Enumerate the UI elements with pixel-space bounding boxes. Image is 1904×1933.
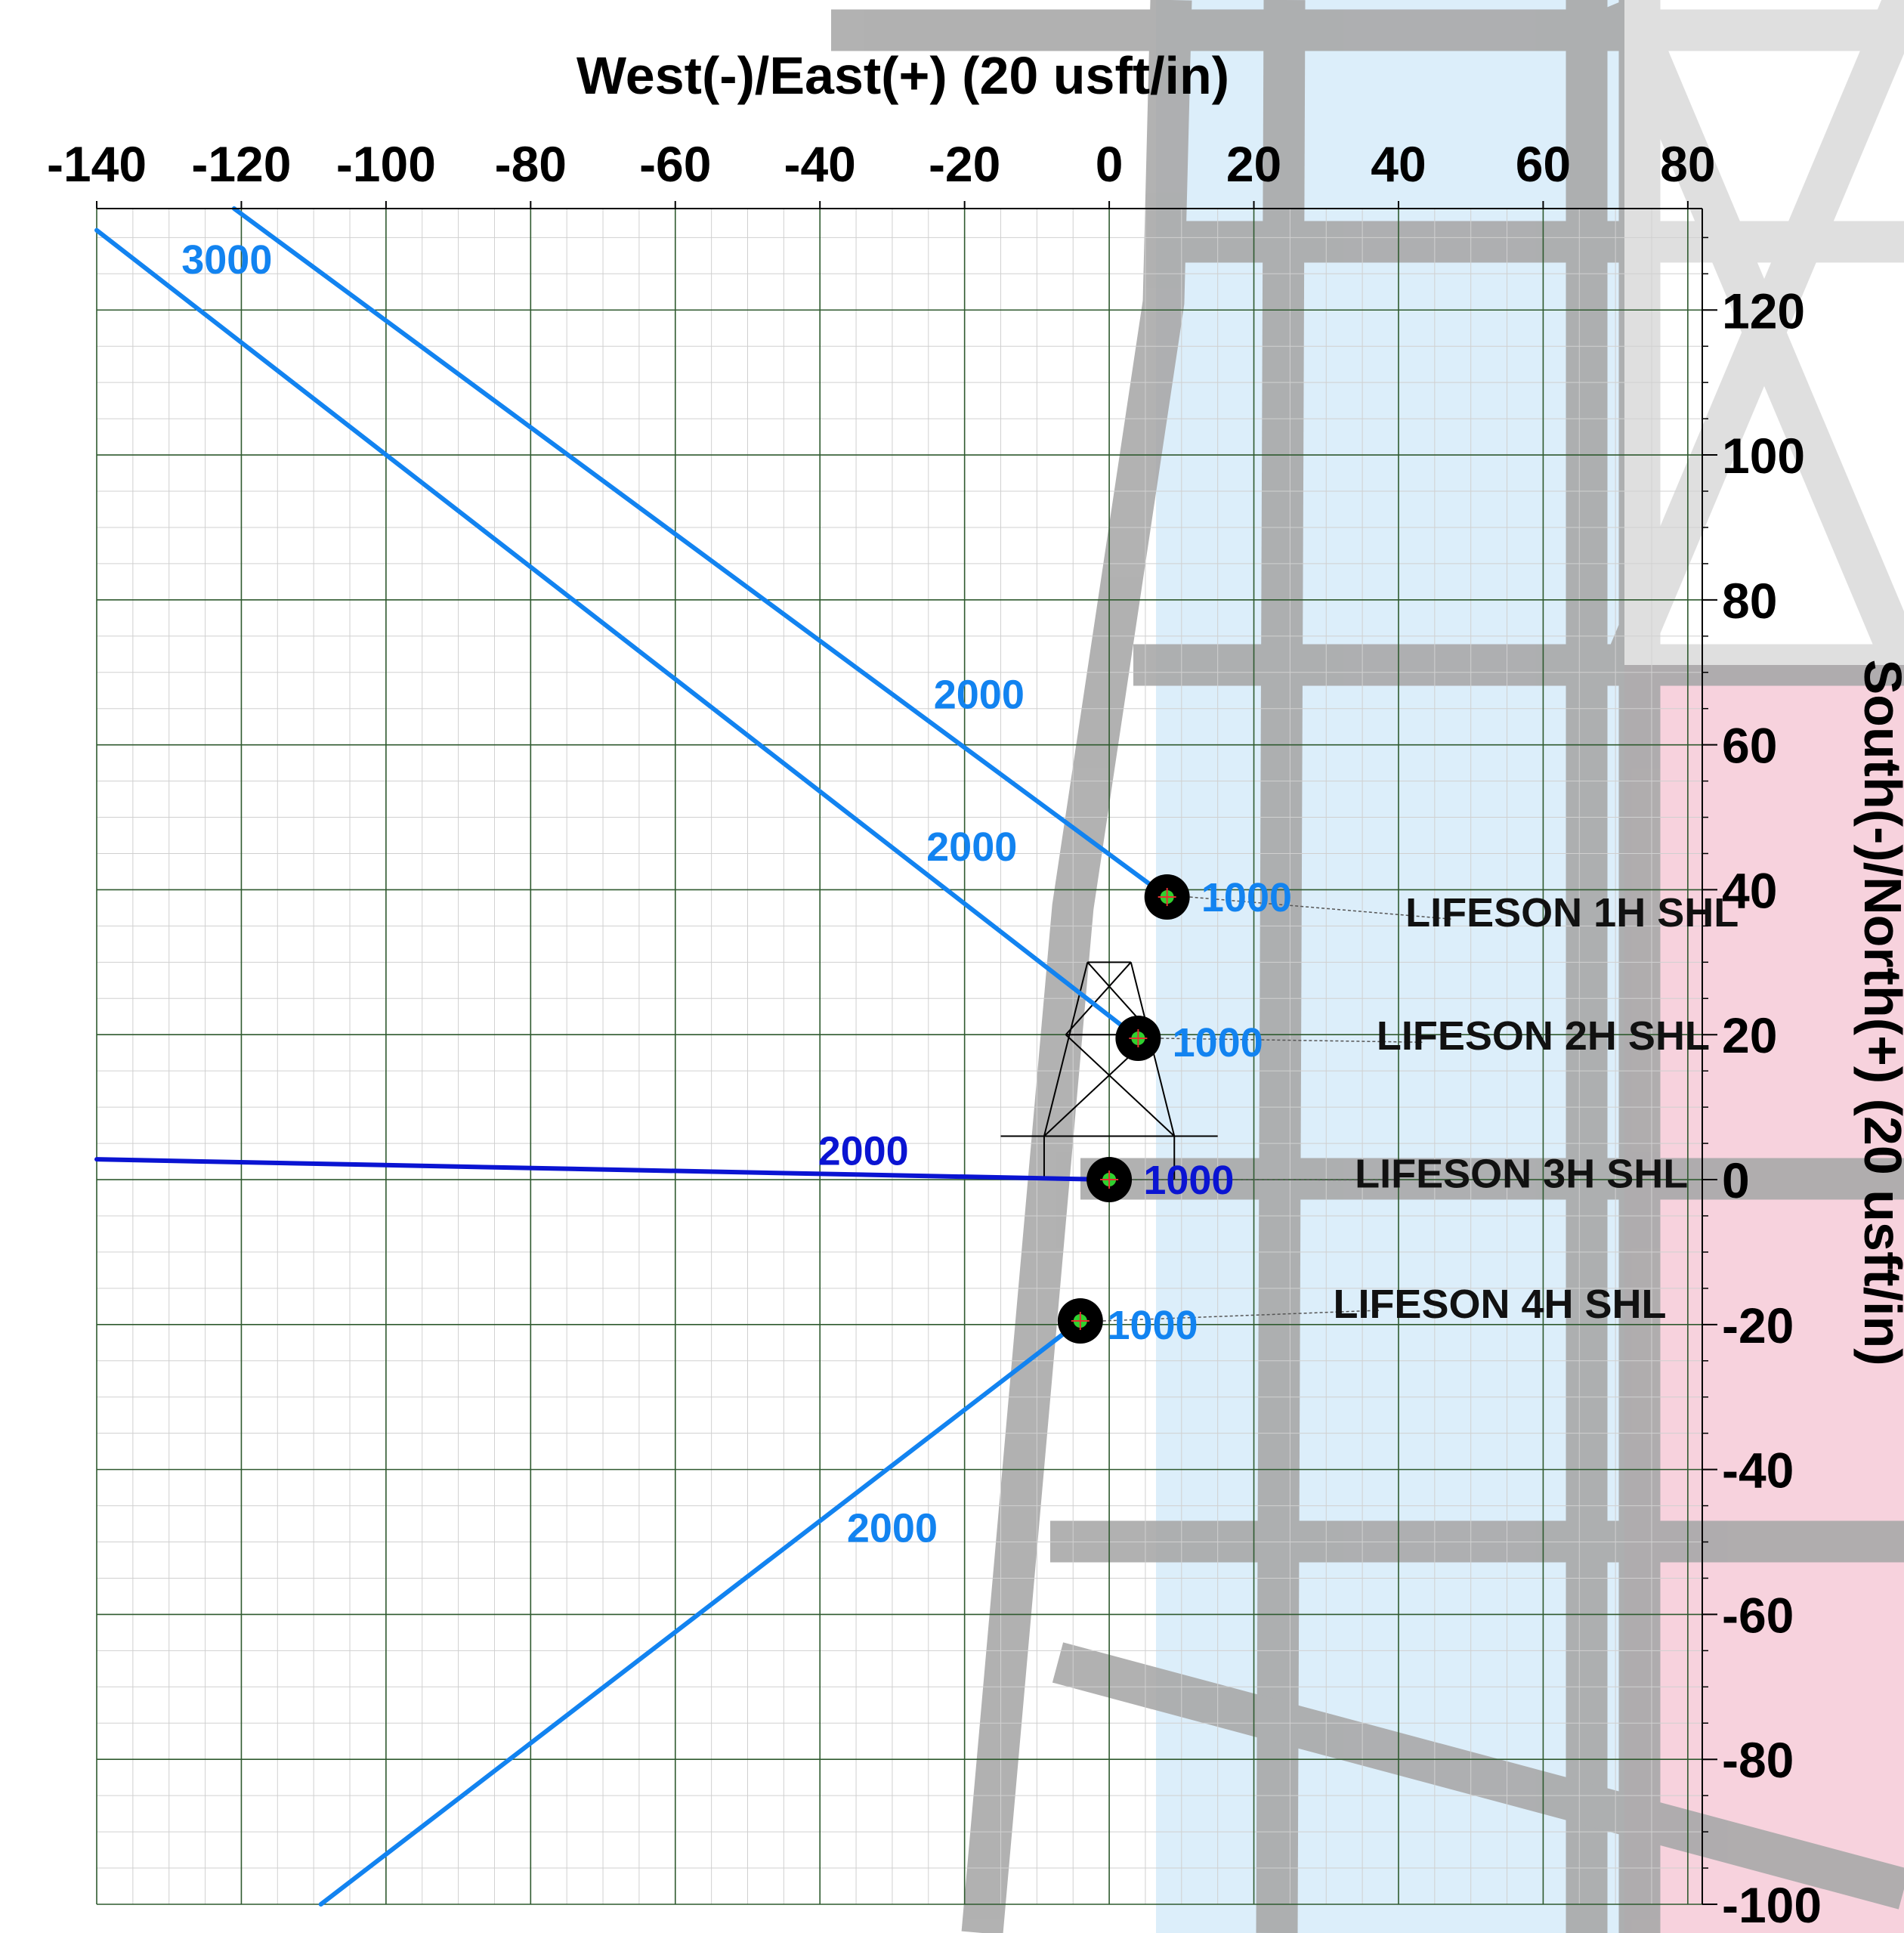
- leader-line: [1189, 896, 1451, 920]
- y-tick-label: 0: [1722, 1152, 1750, 1208]
- x-tick-label: -60: [639, 136, 711, 192]
- y-tick-label: 20: [1722, 1007, 1777, 1063]
- y-tick-label: -40: [1722, 1443, 1794, 1498]
- x-tick-label: -120: [191, 136, 291, 192]
- depth-label: 1000: [1201, 875, 1292, 920]
- y-tick-label: -20: [1722, 1297, 1794, 1353]
- well-label: LIFESON 1H SHL: [1405, 890, 1739, 936]
- well-label: LIFESON 2H SHL: [1377, 1013, 1710, 1059]
- rig-watermark: [831, 0, 1904, 1933]
- depth-label: 2000: [934, 673, 1025, 718]
- y-tick-label: -80: [1722, 1732, 1794, 1788]
- depth-label: 3000: [181, 237, 272, 283]
- y-tick-label: 120: [1722, 283, 1805, 339]
- x-tick-label: 80: [1660, 136, 1715, 192]
- wellbore-line: [94, 227, 1141, 1041]
- x-tick-label: -100: [336, 136, 436, 192]
- wellbore-line: [318, 1319, 1083, 1907]
- y-tick-label: 80: [1722, 573, 1777, 629]
- x-tick-label: -20: [929, 136, 1000, 192]
- plot-grid: [96, 209, 1702, 1905]
- x-axis-title: West(-)/East(+) (20 usft/in): [576, 46, 1229, 105]
- leader-line: [1161, 1038, 1423, 1043]
- x-tick-label: 40: [1371, 136, 1426, 192]
- well-markers: [1057, 874, 1190, 1344]
- depth-label: 1000: [1173, 1020, 1263, 1065]
- axes: -140 -120 -100 -80 -60 -40 -20 0 20 40 60 80 120 100 8…: [47, 46, 1904, 1933]
- y-axis-title: South(-)/North(+) (20 usft/in): [1853, 659, 1904, 1365]
- y-tick-label: -60: [1722, 1587, 1794, 1643]
- rig-line: [1065, 961, 1132, 1035]
- x-tick-label: 20: [1226, 136, 1281, 192]
- well-label: LIFESON 3H SHL: [1355, 1151, 1688, 1196]
- well-label: LIFESON 4H SHL: [1333, 1282, 1666, 1327]
- depth-label: 1000: [1143, 1158, 1234, 1203]
- depth-label: 1000: [1107, 1303, 1198, 1348]
- depth-label: 2000: [926, 824, 1017, 870]
- y-tick-label: 40: [1722, 862, 1777, 918]
- label-leader-lines: [1102, 896, 1451, 1322]
- x-tick-label: -80: [495, 136, 567, 192]
- x-tick-label: 0: [1096, 136, 1124, 192]
- leader-line: [1102, 1310, 1380, 1322]
- rig-line: [1065, 1034, 1175, 1137]
- wellbore-line: [94, 1157, 1112, 1183]
- x-tick-label: -140: [47, 136, 147, 192]
- depth-label: 2000: [818, 1129, 909, 1174]
- y-tick-label: 100: [1722, 428, 1805, 484]
- x-tick-label: 60: [1516, 136, 1571, 192]
- wellbore-line: [231, 206, 1170, 900]
- chart-labels: 1000 2000 3000 LIFESON 1H SHL 1000 2000 LIFESO…: [181, 237, 1739, 1551]
- y-tick-label: -100: [1722, 1877, 1822, 1933]
- wellbore-series: [94, 206, 1170, 1907]
- depth-label: 2000: [847, 1505, 938, 1551]
- x-tick-label: -40: [784, 136, 856, 192]
- y-tick-label: 60: [1722, 718, 1777, 774]
